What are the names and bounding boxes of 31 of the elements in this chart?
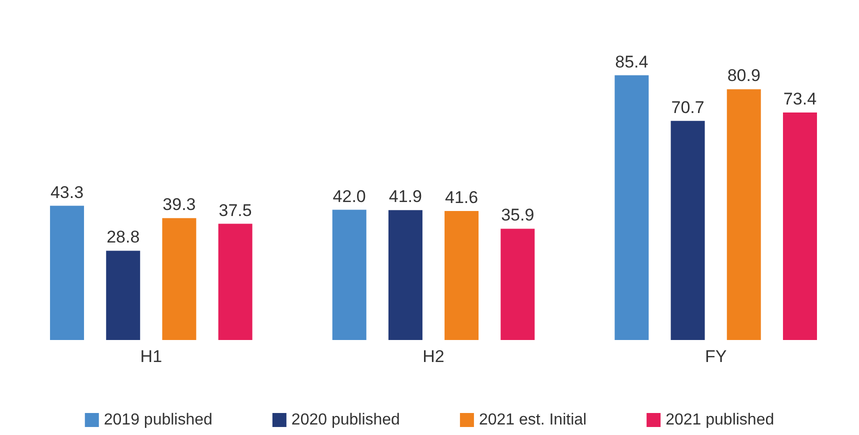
legend-label: 2021 published: [666, 412, 774, 428]
bar: [332, 210, 366, 340]
data-label: 28.8: [106, 228, 140, 247]
x-tick-label: H2: [422, 347, 444, 366]
legend-label: 2020 published: [291, 412, 400, 428]
legend-label: 2019 published: [104, 412, 212, 428]
bar: [106, 250, 140, 340]
x-tick-label: FY: [704, 347, 727, 366]
data-label: 39.3: [162, 195, 196, 214]
bar: [726, 89, 761, 340]
data-label: 73.4: [783, 89, 817, 108]
bar: [162, 218, 196, 340]
bar: [500, 228, 535, 340]
data-label: 41.6: [445, 188, 478, 208]
data-label: 80.9: [727, 66, 760, 86]
data-label: 41.9: [388, 187, 422, 206]
x-tick-label: H1: [140, 347, 162, 366]
legend-label: 2021 est. Initial: [478, 412, 587, 428]
bar: [614, 75, 649, 340]
bar: [782, 112, 817, 340]
data-label: 43.3: [50, 182, 84, 202]
bar: [444, 211, 479, 340]
bar: [218, 224, 252, 340]
data-label: 42.0: [332, 186, 366, 206]
data-label: 85.4: [615, 52, 648, 72]
bar: [670, 120, 705, 340]
data-label: 35.9: [501, 206, 534, 225]
bar: [50, 206, 84, 340]
bar: [388, 210, 422, 340]
data-label: 37.5: [218, 200, 252, 220]
data-label: 70.7: [671, 98, 704, 117]
